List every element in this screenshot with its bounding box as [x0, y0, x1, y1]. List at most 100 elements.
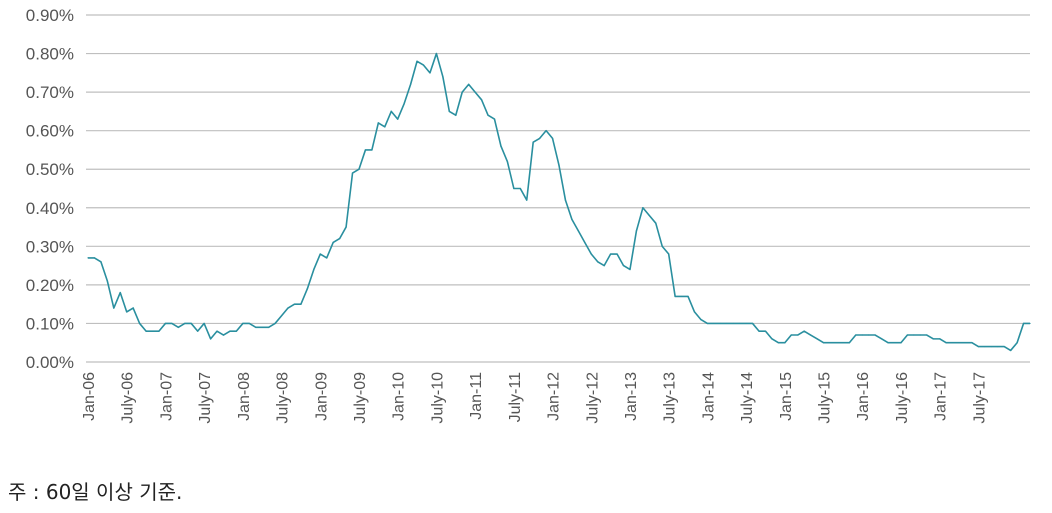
data-point [977, 345, 979, 348]
data-point [151, 330, 154, 332]
data-point [739, 322, 741, 325]
data-point [719, 322, 721, 325]
data-point [242, 322, 244, 325]
x-tick-label: July-06 [120, 372, 137, 424]
data-point [222, 334, 225, 336]
data-point [906, 334, 909, 336]
data-point [726, 322, 728, 325]
data-point [487, 114, 489, 116]
data-point [100, 261, 102, 263]
data-point [364, 149, 367, 151]
x-tick-label: Jan-06 [81, 372, 98, 421]
data-point [422, 64, 425, 66]
data-point [177, 326, 179, 328]
data-point [680, 295, 683, 298]
data-point [797, 334, 799, 336]
data-point [448, 110, 450, 112]
data-point [835, 342, 838, 344]
data-point [790, 334, 792, 336]
data-point [539, 137, 541, 139]
data-point [584, 241, 586, 244]
data-point [332, 241, 334, 244]
data-point [771, 338, 773, 340]
x-tick-label: Jan-14 [700, 372, 717, 421]
data-point [139, 322, 141, 325]
data-point [693, 311, 696, 313]
data-point [984, 345, 986, 348]
data-point [829, 342, 831, 344]
data-point [493, 118, 496, 120]
data-point [190, 322, 192, 325]
data-point [293, 303, 296, 305]
data-point [610, 253, 612, 255]
data-point [603, 265, 605, 267]
x-tick-label: July-10 [429, 372, 446, 424]
x-tick-label: Jan-10 [391, 372, 408, 421]
data-point [513, 187, 515, 190]
data-point [919, 334, 921, 336]
data-point [745, 322, 747, 325]
data-point [758, 330, 760, 332]
data-point [313, 268, 315, 271]
data-point [300, 303, 302, 305]
data-point [384, 126, 386, 128]
data-point [216, 330, 218, 332]
data-point [687, 295, 689, 298]
data-point [455, 114, 457, 116]
data-point [674, 295, 676, 298]
data-point [526, 199, 528, 201]
data-point [371, 149, 373, 151]
y-tick-label: 0.30% [26, 237, 74, 256]
x-tick-label: July-13 [662, 372, 679, 424]
data-point [287, 307, 289, 309]
data-point [390, 110, 392, 112]
data-point [1010, 349, 1012, 352]
data-point [229, 330, 231, 332]
data-point [945, 342, 947, 344]
y-tick-label: 0.80% [26, 45, 74, 64]
data-point [822, 342, 825, 344]
x-tick-label: July-11 [507, 372, 524, 422]
data-point [410, 83, 412, 85]
x-tick-label: Jan-17 [933, 372, 950, 421]
x-tick-label: July-08 [275, 372, 292, 424]
data-point [474, 91, 476, 93]
data-point [913, 334, 915, 336]
data-point [861, 334, 863, 336]
data-point [900, 342, 902, 344]
data-point [706, 322, 709, 325]
y-tick-label: 0.50% [26, 160, 74, 179]
data-points [87, 52, 1031, 352]
x-tick-label: Jan-13 [623, 372, 640, 421]
data-point [874, 334, 876, 336]
data-point [268, 326, 270, 328]
data-point [1003, 345, 1005, 348]
footnote: 주 : 60일 이상 기준. [8, 480, 183, 504]
data-point [1016, 342, 1018, 344]
data-point [668, 253, 670, 255]
data-point [964, 342, 967, 344]
data-point [848, 342, 850, 344]
data-point [951, 342, 954, 344]
data-point [480, 99, 483, 101]
data-point [203, 322, 205, 325]
data-point [255, 326, 257, 328]
data-point [261, 326, 263, 328]
gridlines [86, 14, 1030, 363]
data-point [145, 330, 147, 332]
data-point [461, 91, 463, 93]
data-point [416, 60, 418, 62]
data-point [339, 238, 341, 240]
data-point [126, 311, 128, 313]
data-point [442, 76, 444, 78]
y-tick-label: 0.90% [26, 6, 74, 25]
data-point [939, 338, 941, 340]
data-point [732, 322, 734, 325]
data-point [887, 342, 889, 344]
y-tick-label: 0.00% [26, 353, 74, 372]
x-tick-label: July-12 [584, 372, 601, 424]
data-point [397, 118, 399, 120]
data-point [164, 322, 167, 325]
x-tick-label: July-07 [197, 372, 214, 424]
data-point [358, 168, 360, 170]
